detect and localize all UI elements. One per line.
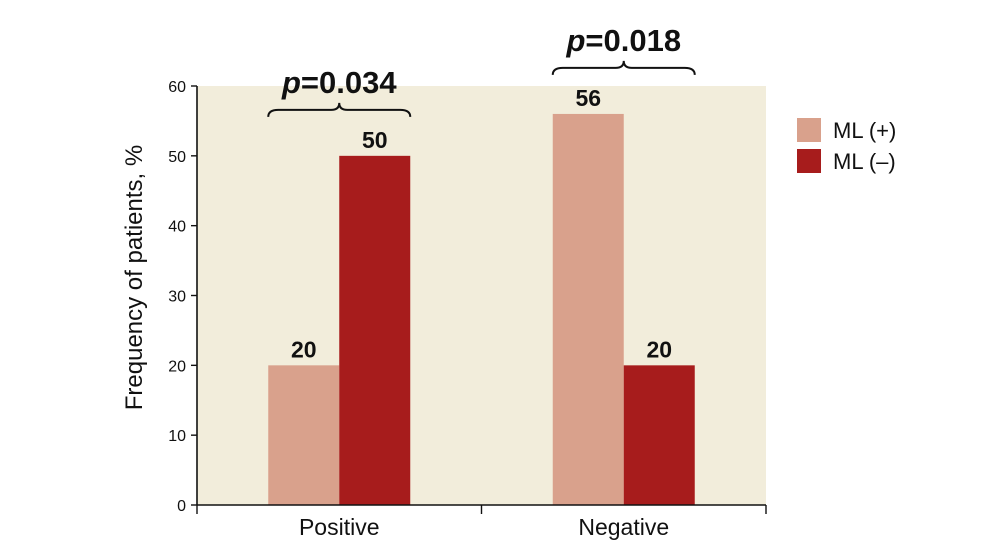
- x-category-label: Negative: [578, 514, 669, 540]
- legend-swatch: [797, 118, 821, 142]
- y-tick-label: 30: [168, 289, 186, 306]
- legend-label: ML (–): [833, 149, 896, 174]
- x-ticks: Positive Negative: [196, 505, 767, 540]
- bar: [623, 365, 695, 505]
- x-category-label: Positive: [299, 514, 380, 540]
- bar-value-label: 20: [646, 336, 672, 362]
- significance-bracket: [551, 60, 696, 76]
- p-symbol: p: [565, 23, 585, 58]
- p-symbol: p: [281, 65, 301, 100]
- bars-layer: [268, 113, 695, 506]
- bar-value-label: 56: [575, 85, 601, 111]
- data-labels: 20 50 56 20: [291, 85, 672, 362]
- p-value-label: p=0.034: [281, 65, 397, 100]
- y-tick-label: 60: [168, 79, 186, 96]
- bar: [552, 113, 624, 505]
- p-value-label: p=0.018: [565, 23, 681, 58]
- bar: [339, 155, 411, 506]
- legend-swatch: [797, 149, 821, 173]
- bar-value-label: 20: [291, 336, 317, 362]
- y-tick-label: 0: [177, 498, 186, 515]
- y-tick-label: 20: [168, 358, 186, 375]
- bar-value-label: 50: [362, 127, 388, 153]
- p-value-text: =0.018: [585, 23, 681, 58]
- y-tick-label: 50: [168, 149, 186, 166]
- y-tick-label: 40: [168, 219, 186, 236]
- bar: [268, 365, 340, 505]
- p-value-text: =0.034: [301, 65, 397, 100]
- legend-label: ML (+): [833, 118, 896, 143]
- y-ticks: 0 10 20 30 40 50 60: [168, 79, 197, 515]
- legend: ML (+) ML (–): [797, 118, 896, 174]
- y-axis-title: Frequency of patients, %: [121, 145, 148, 410]
- y-tick-label: 10: [168, 428, 186, 445]
